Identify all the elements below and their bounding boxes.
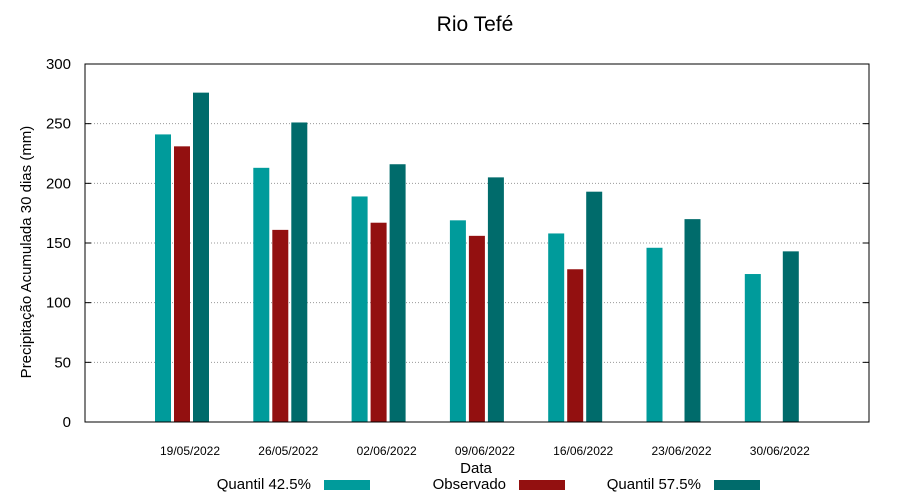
bar bbox=[684, 219, 701, 422]
bar bbox=[782, 251, 799, 422]
y-tick-label: 200 bbox=[46, 175, 71, 192]
bar bbox=[449, 220, 466, 422]
y-tick-label: 100 bbox=[46, 295, 71, 312]
bar bbox=[646, 247, 663, 422]
x-tick-label: 30/06/2022 bbox=[750, 444, 810, 458]
legend-label: Observado bbox=[433, 476, 506, 493]
x-axis-ticks: 19/05/2022 26/05/2022 02/06/2022 09/06/2022… bbox=[160, 444, 810, 458]
bar bbox=[370, 222, 387, 422]
legend-label: Quantil 57.5% bbox=[607, 476, 701, 493]
y-tick-label: 50 bbox=[54, 354, 71, 371]
legend-label: Quantil 42.5% bbox=[217, 476, 311, 493]
bar bbox=[291, 122, 308, 423]
bar bbox=[548, 233, 565, 422]
bar bbox=[253, 167, 270, 422]
bar bbox=[272, 229, 289, 422]
x-axis-label: Data bbox=[460, 460, 492, 477]
legend-swatch bbox=[519, 480, 565, 490]
x-tick-label: 26/05/2022 bbox=[258, 444, 318, 458]
x-tick-label: 02/06/2022 bbox=[357, 444, 417, 458]
bar bbox=[487, 177, 504, 422]
legend: Quantil 42.5% Observado Quantil 57.5% bbox=[217, 476, 760, 493]
x-tick-label: 16/06/2022 bbox=[553, 444, 613, 458]
bar bbox=[468, 235, 485, 422]
bar bbox=[351, 196, 368, 422]
y-axis-label: Precipitação Acumulada 30 dias (mm) bbox=[18, 126, 35, 379]
chart-title: Rio Tefé bbox=[437, 13, 514, 36]
bar bbox=[174, 146, 190, 422]
bar bbox=[193, 92, 209, 422]
y-axis-ticks: 0 50 100 150 200 250 300 bbox=[46, 56, 869, 431]
y-tick-label: 250 bbox=[46, 116, 71, 133]
y-tick-label: 0 bbox=[63, 414, 71, 431]
legend-swatch bbox=[324, 480, 370, 490]
x-tick-label: 19/05/2022 bbox=[160, 444, 220, 458]
bar bbox=[389, 164, 406, 423]
bars bbox=[155, 92, 799, 423]
x-tick-label: 09/06/2022 bbox=[455, 444, 515, 458]
bar bbox=[567, 269, 584, 422]
bar bbox=[744, 274, 761, 422]
legend-swatch bbox=[714, 480, 760, 490]
y-tick-label: 150 bbox=[46, 235, 71, 252]
x-tick-label: 23/06/2022 bbox=[651, 444, 711, 458]
bar bbox=[155, 134, 171, 422]
bar bbox=[586, 191, 603, 422]
y-tick-label: 300 bbox=[46, 56, 71, 73]
